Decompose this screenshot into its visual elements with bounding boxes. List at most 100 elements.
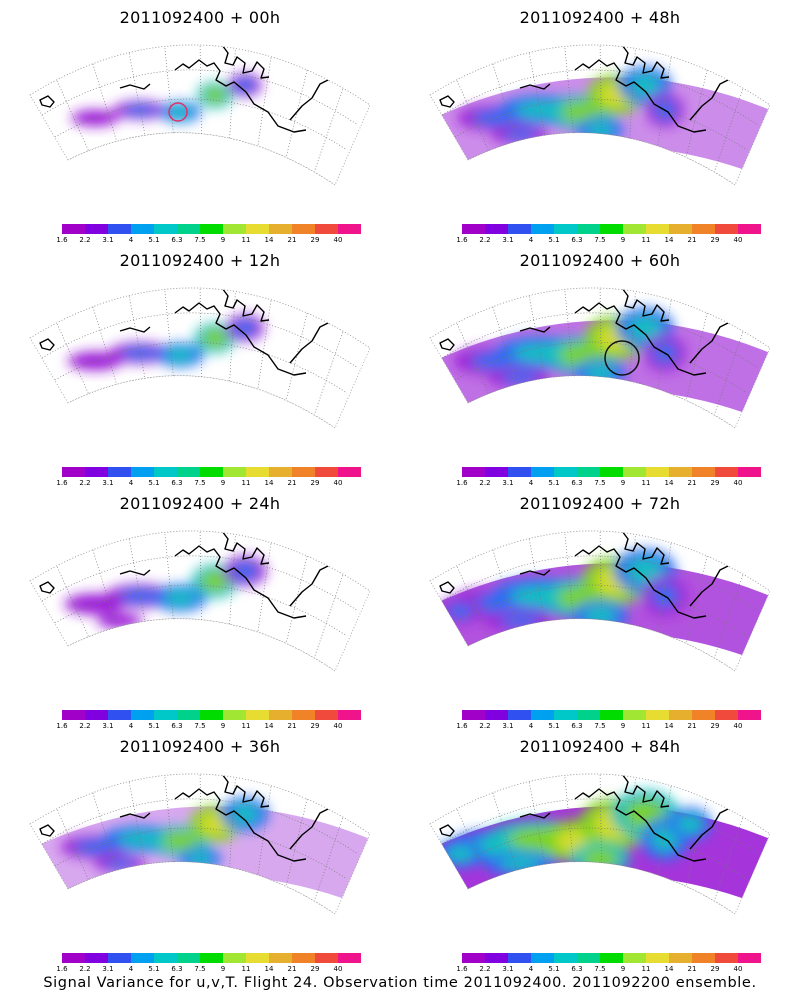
colorbar-swatch: [508, 710, 531, 720]
colorbar-swatch: [485, 224, 508, 234]
colorbar-swatch: [269, 467, 292, 477]
panel-title: 2011092400 + 60h: [519, 251, 681, 270]
colorbar-label: 4: [528, 479, 534, 487]
colorbar-label: 7.5: [594, 236, 606, 244]
colorbar-label: 29: [310, 479, 320, 487]
colorbar-swatch: [246, 467, 269, 477]
colorbar-swatch: [177, 953, 200, 963]
colorbar-swatch: [577, 953, 600, 963]
colorbar-swatch: [600, 953, 623, 963]
colorbar-swatch: [269, 224, 292, 234]
colorbar-label: 6.3: [571, 965, 583, 973]
colorbar-label: 14: [664, 722, 674, 730]
colorbar-label: 29: [310, 236, 320, 244]
colorbar-label: 9: [220, 236, 226, 244]
colorbar-label: 11: [241, 236, 251, 244]
figure-caption: Signal Variance for u,v,T. Flight 24. Ob…: [43, 975, 757, 991]
colorbar-label: 9: [220, 479, 226, 487]
colorbar-label: 5.1: [148, 236, 160, 244]
colorbar-label: 21: [687, 722, 697, 730]
colorbar-swatch: [200, 953, 223, 963]
colorbar-label: 5.1: [148, 479, 160, 487]
colorbar-swatch: [131, 953, 154, 963]
colorbar-label: 4: [128, 722, 134, 730]
colorbar-swatch: [315, 710, 338, 720]
colorbar-swatch: [531, 953, 554, 963]
colorbar-swatch: [508, 224, 531, 234]
polar-map: [29, 530, 371, 672]
observation-marker: [168, 102, 188, 122]
colorbar-label: 4: [528, 965, 534, 973]
colorbar-label: 4: [128, 236, 134, 244]
colorbar-swatch: [738, 953, 761, 963]
colorbar-swatch: [554, 953, 577, 963]
colorbar-swatch: [223, 953, 246, 963]
colorbar-label: 11: [641, 236, 651, 244]
colorbar-label: 21: [687, 965, 697, 973]
colorbar-swatch: [108, 224, 131, 234]
colorbar-swatch: [131, 710, 154, 720]
colorbar-label: 9: [220, 722, 226, 730]
colorbar: [62, 467, 361, 477]
colorbar: [462, 224, 761, 234]
colorbar-label: 6.3: [571, 479, 583, 487]
colorbar-labels: 1.6 2.2 3.1 4 5.1 6.3 7.5 9 11 14 21 29 40: [52, 236, 372, 246]
colorbar-label: 29: [710, 236, 720, 244]
colorbar-label: 3.1: [102, 965, 114, 973]
colorbar-swatch: [223, 467, 246, 477]
colorbar-swatch: [200, 467, 223, 477]
colorbar-swatch: [338, 953, 361, 963]
polar-map: [429, 530, 771, 672]
colorbar-swatch: [131, 224, 154, 234]
colorbar-label: 29: [310, 722, 320, 730]
colorbar-label: 40: [733, 722, 743, 730]
colorbar-swatch: [292, 467, 315, 477]
colorbar-swatch: [554, 710, 577, 720]
colorbar-swatch: [85, 953, 108, 963]
colorbar-label: 2.2: [79, 965, 91, 973]
variance-field: [430, 287, 770, 428]
colorbar-label: 5.1: [548, 236, 560, 244]
colorbar-label: 40: [333, 236, 343, 244]
colorbar-swatch: [292, 224, 315, 234]
colorbar-swatch: [738, 467, 761, 477]
colorbar-label: 1.6: [456, 722, 468, 730]
colorbar-label: 7.5: [194, 722, 206, 730]
colorbar-swatch: [623, 224, 646, 234]
colorbar-labels: 1.6 2.2 3.1 4 5.1 6.3 7.5 9 11 14 21 29 40: [52, 965, 372, 975]
colorbar-label: 2.2: [479, 965, 491, 973]
colorbar-label: 1.6: [56, 479, 68, 487]
colorbar-swatch: [85, 224, 108, 234]
colorbar-swatch: [669, 710, 692, 720]
colorbar-swatch: [715, 467, 738, 477]
colorbar-swatch: [623, 953, 646, 963]
map-panel-84h: 2011092400 + 84h 1.6 2.2 3.1 4 5.1 6.3 7.5 9 11 14…: [400, 729, 800, 975]
colorbar-labels: 1.6 2.2 3.1 4 5.1 6.3 7.5 9 11 14 21 29 40: [452, 965, 772, 975]
colorbar-swatch: [462, 224, 485, 234]
colorbar-swatch: [600, 710, 623, 720]
colorbar-labels: 1.6 2.2 3.1 4 5.1 6.3 7.5 9 11 14 21 29 40: [452, 479, 772, 489]
map-panel-48h: 2011092400 + 48h 1.6 2.2 3.1 4 5.1 6.3 7.5 9 11 14…: [400, 0, 800, 244]
colorbar-label: 3.1: [502, 236, 514, 244]
colorbar-swatch: [669, 224, 692, 234]
variance-field: [30, 530, 370, 671]
colorbar-label: 2.2: [479, 236, 491, 244]
colorbar-label: 11: [241, 965, 251, 973]
colorbar-label: 2.2: [479, 479, 491, 487]
colorbar-swatch: [200, 710, 223, 720]
colorbar-label: 21: [287, 479, 297, 487]
colorbar-swatch: [269, 710, 292, 720]
colorbar-label: 29: [310, 965, 320, 973]
colorbar-labels: 1.6 2.2 3.1 4 5.1 6.3 7.5 9 11 14 21 29 40: [452, 722, 772, 732]
colorbar-label: 40: [733, 965, 743, 973]
colorbar-label: 3.1: [102, 722, 114, 730]
colorbar-label: 40: [733, 479, 743, 487]
colorbar-label: 5.1: [548, 722, 560, 730]
colorbar-swatch: [600, 224, 623, 234]
colorbar-swatch: [646, 224, 669, 234]
colorbar-label: 11: [241, 479, 251, 487]
colorbar-swatch: [738, 224, 761, 234]
colorbar-swatch: [554, 224, 577, 234]
panel-title: 2011092400 + 48h: [519, 8, 681, 27]
colorbar-label: 14: [264, 722, 274, 730]
